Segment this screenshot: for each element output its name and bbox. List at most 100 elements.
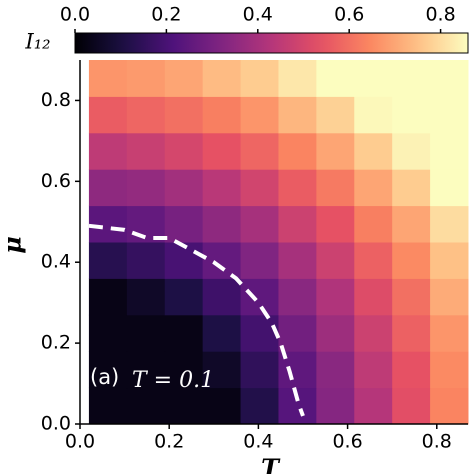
heatmap-cell — [202, 60, 242, 97]
colorbar-label: I₁₂ — [24, 30, 50, 54]
colorbar-tick-label: 0.6 — [334, 4, 364, 26]
heatmap-cell — [278, 60, 317, 97]
heatmap-cell — [240, 314, 279, 352]
heatmap-cell — [202, 96, 242, 134]
heatmap-cell — [240, 351, 279, 389]
heatmap-cell — [354, 242, 393, 279]
heatmap-cell — [354, 132, 393, 170]
heatmap-cell — [164, 169, 204, 207]
y-tick-label: 0.4 — [41, 251, 71, 273]
colorbar-tick-label: 0.0 — [60, 4, 90, 26]
heatmap-cell — [240, 60, 279, 97]
heatmap-cell — [202, 387, 242, 425]
heatmap-cell — [164, 351, 204, 389]
heatmap-cell — [430, 387, 469, 425]
heatmap-cell — [392, 60, 431, 97]
heatmap-cell — [392, 96, 431, 134]
heatmap-cell — [316, 242, 355, 279]
heatmap-cell — [316, 169, 355, 207]
heatmap-cell — [430, 278, 469, 316]
heatmap-cell — [354, 60, 393, 97]
heatmap-cell — [88, 205, 128, 243]
heatmap-cell — [202, 205, 242, 243]
heatmap-cell — [278, 132, 317, 170]
x-tick-label: 0.4 — [243, 431, 273, 453]
heatmap-cell — [354, 278, 393, 316]
heatmap-cell — [126, 351, 166, 389]
heatmap-cell — [316, 96, 355, 134]
heatmap-cell — [392, 132, 431, 170]
y-axis-label: μ — [0, 236, 27, 254]
heatmap-cell — [278, 205, 317, 243]
heatmap-cell — [88, 96, 128, 134]
heatmap-cell — [202, 278, 242, 316]
heatmap-cell — [240, 205, 279, 243]
heatmap-cell — [278, 314, 317, 352]
heatmap-cell — [316, 314, 355, 352]
heatmap-cell — [126, 242, 166, 279]
heatmap-cell — [202, 242, 242, 279]
heatmap-cell — [126, 169, 166, 207]
heatmap-cell — [278, 278, 317, 316]
colorbar-tick-label: 0.8 — [425, 4, 455, 26]
heatmap-cell — [430, 132, 469, 170]
heatmap-cell — [240, 387, 279, 425]
heatmap-cell — [240, 132, 279, 170]
heatmap-cell — [354, 351, 393, 389]
colorbar-tick-label: 0.2 — [151, 4, 181, 26]
heatmap-cell — [126, 132, 166, 170]
heatmap-cell — [316, 132, 355, 170]
heatmap-cell — [202, 169, 242, 207]
heatmap-cell — [354, 169, 393, 207]
heatmap-cell — [316, 387, 355, 425]
heatmap-cell — [354, 96, 393, 134]
heatmap-cell — [126, 96, 166, 134]
heatmap-cell — [430, 242, 469, 279]
y-tick-label: 0.0 — [41, 413, 71, 435]
heatmap-cell — [164, 132, 204, 170]
heatmap-cell — [88, 278, 128, 316]
heatmap-cell — [126, 314, 166, 352]
heatmap-cell — [392, 387, 431, 425]
heatmap-cell — [392, 205, 431, 243]
heatmap-cell — [316, 60, 355, 97]
heatmap-cell — [126, 60, 166, 97]
x-tick-label: 0.0 — [65, 431, 95, 453]
heatmap-cell — [240, 242, 279, 279]
heatmap-cell — [88, 169, 128, 207]
y-tick-label: 0.2 — [41, 332, 71, 354]
x-axis-label: T — [261, 454, 281, 474]
phase-boundary — [88, 223, 305, 417]
heatmap-cell — [202, 314, 242, 352]
heatmap-cell — [430, 205, 469, 243]
heatmap-cell — [430, 96, 469, 134]
colorbar-tick-label: 0.4 — [243, 4, 273, 26]
heatmap-cell — [392, 314, 431, 352]
heatmap-cell — [316, 205, 355, 243]
heatmap-cell — [88, 60, 128, 97]
heatmap-cell — [430, 169, 469, 207]
heatmap-cell — [392, 169, 431, 207]
heatmap-cell — [392, 242, 431, 279]
heatmap-cell — [164, 60, 204, 97]
heatmap-cell — [202, 351, 242, 389]
heatmap-cell — [278, 169, 317, 207]
heatmap-cell — [88, 387, 128, 425]
heatmap-cell — [164, 314, 204, 352]
x-tick-label: 0.8 — [422, 431, 452, 453]
heatmap-cell — [126, 387, 166, 425]
heatmap-cell — [316, 351, 355, 389]
heatmap-cell — [354, 387, 393, 425]
heatmap-cell — [240, 169, 279, 207]
heatmap-cell — [164, 96, 204, 134]
heatmap-cell — [88, 132, 128, 170]
heatmap-cell — [88, 242, 128, 279]
heatmap-cell — [278, 242, 317, 279]
heatmap-cell — [316, 278, 355, 316]
heatmap-cell — [202, 132, 242, 170]
colorbar — [74, 32, 469, 54]
x-tick-label: 0.2 — [154, 431, 184, 453]
annotation: (a) — [90, 365, 119, 389]
heatmap-cell — [354, 314, 393, 352]
